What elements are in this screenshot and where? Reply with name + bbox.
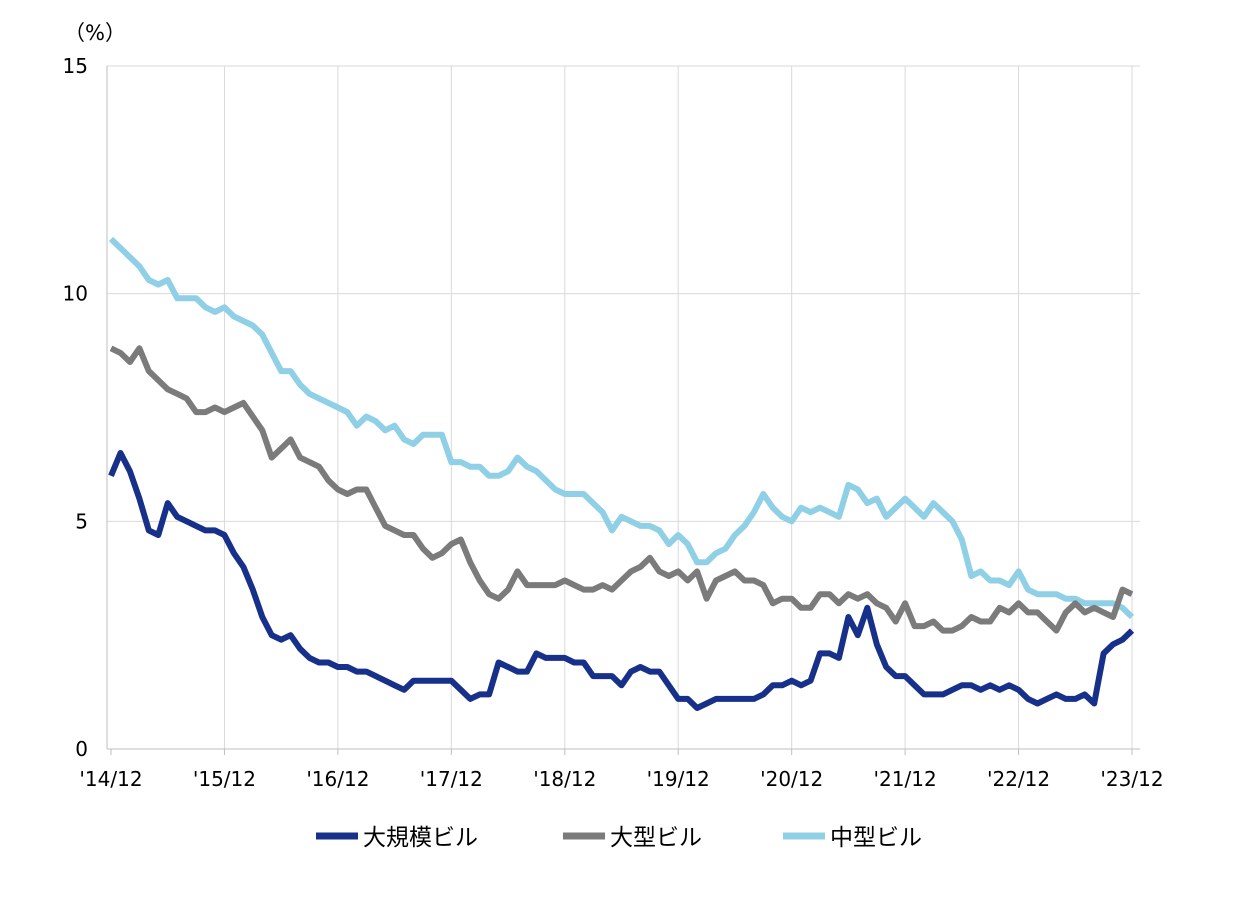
- x-tick-label: '20/12: [760, 767, 823, 791]
- axes: [106, 66, 1140, 755]
- y-tick-label: 0: [75, 737, 88, 761]
- x-tick-labels: '14/12 '15/12 '16/12 '17/12 '18/12 '19/12 '20/…: [79, 767, 1163, 791]
- x-tick-label: '15/12: [193, 767, 256, 791]
- x-tick-label: '22/12: [987, 767, 1050, 791]
- series-line-大型ビル: [109, 345, 1134, 634]
- gridlines: [107, 65, 1140, 749]
- legend-label: 大規模ビル: [363, 825, 478, 851]
- y-tick-labels: 0 5 10 15: [63, 54, 88, 761]
- series-lines: [108, 236, 1135, 711]
- x-tick-label: '18/12: [533, 767, 596, 791]
- legend-label: 大型ビル: [610, 825, 702, 851]
- series-line-中型ビル: [108, 236, 1135, 620]
- x-tick-label: '21/12: [874, 767, 937, 791]
- y-unit-label: （%）: [64, 21, 126, 45]
- y-tick-label: 10: [63, 282, 88, 306]
- x-tick-label: '23/12: [1100, 767, 1163, 791]
- x-tick-label: '19/12: [647, 767, 710, 791]
- y-tick-label: 5: [75, 509, 88, 533]
- y-tick-label: 15: [63, 54, 88, 78]
- x-tick-label: '16/12: [306, 767, 369, 791]
- series-line-大規模ビル: [108, 450, 1135, 711]
- x-tick-label: '14/12: [79, 767, 142, 791]
- legend: 大規模ビル 大型ビル 中型ビル: [316, 825, 922, 851]
- x-tick-label: '17/12: [420, 767, 483, 791]
- legend-label: 中型ビル: [830, 825, 922, 851]
